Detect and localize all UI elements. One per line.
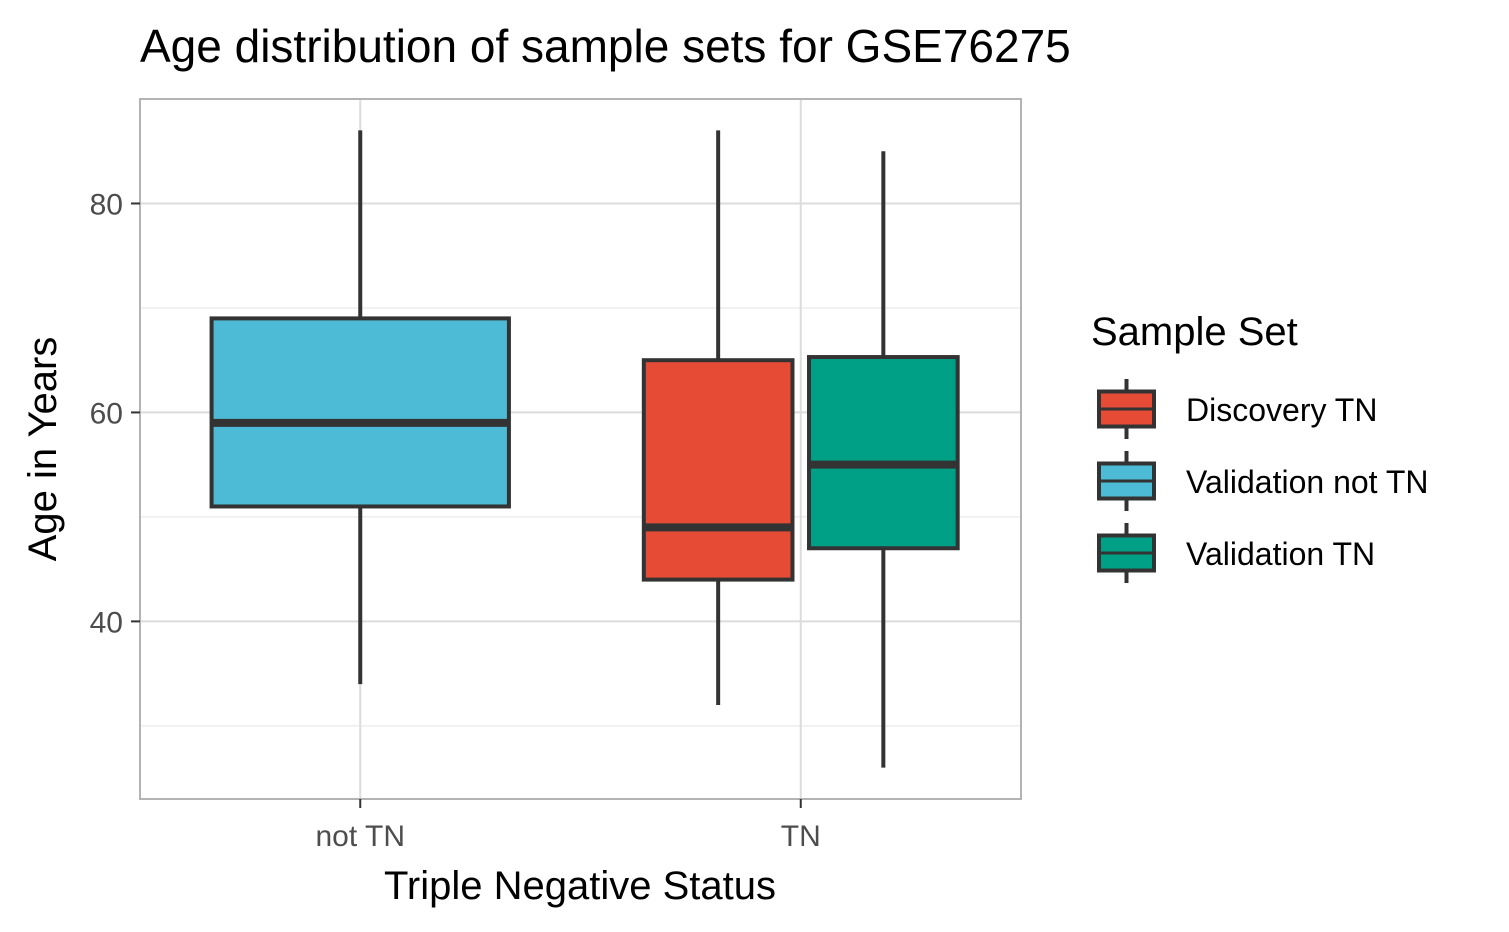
box-validation-tn <box>807 151 960 768</box>
box-body <box>209 316 511 509</box>
y-tick-label: 60 <box>90 397 123 430</box>
legend-label: Validation TN <box>1186 536 1375 572</box>
box-body <box>641 358 795 582</box>
legend-label: Validation not TN <box>1186 464 1429 500</box>
x-tick-label: TN <box>781 820 821 853</box>
legend-label: Discovery TN <box>1186 392 1377 428</box>
y-axis: 40 60 80 <box>90 188 140 639</box>
legend: Sample Set Discovery TN Validation not TN… <box>1091 310 1429 583</box>
chart-title: Age distribution of sample sets for GSE7… <box>140 20 1071 72</box>
legend-item: Validation TN <box>1097 523 1375 583</box>
legend-title: Sample Set <box>1091 310 1298 354</box>
panel-border <box>139 98 1022 800</box>
x-axis: not TN TN <box>316 799 821 853</box>
y-tick-label: 40 <box>90 606 123 639</box>
boxes <box>209 130 960 768</box>
box-body <box>807 355 960 551</box>
x-tick-label: not TN <box>316 820 406 853</box>
y-axis-title: Age in Years <box>21 337 65 562</box>
legend-item: Validation not TN <box>1097 451 1429 511</box>
box-validation-not-tn <box>209 130 511 685</box>
box-discovery-tn <box>641 130 795 705</box>
plot-panel <box>139 98 1022 800</box>
legend-item: Discovery TN <box>1097 379 1377 439</box>
x-axis-title: Triple Negative Status <box>384 864 776 908</box>
y-tick-label: 80 <box>90 188 123 221</box>
